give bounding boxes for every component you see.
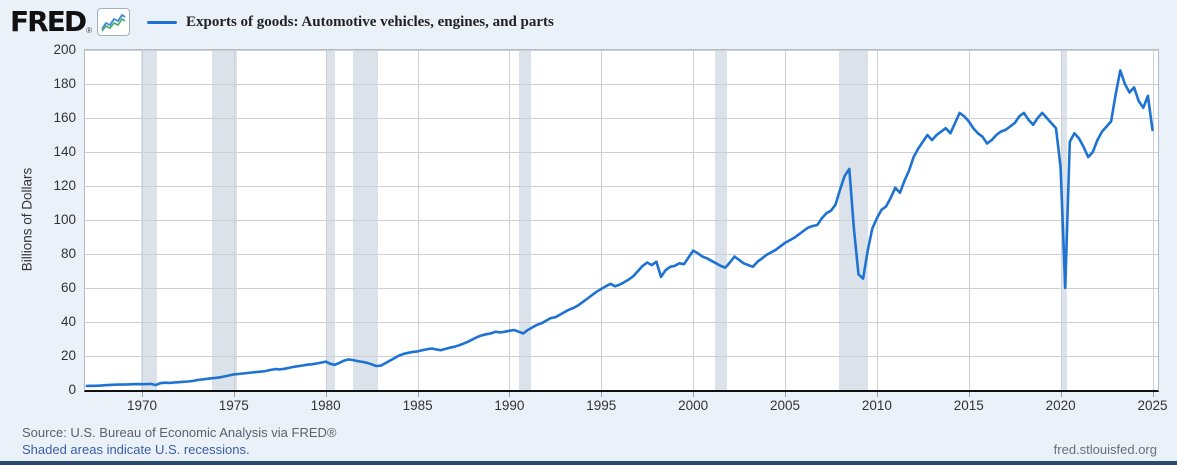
y-tick-label: 200 [53, 42, 76, 57]
x-tick-label: 2025 [1137, 398, 1168, 413]
x-tick-mark [142, 392, 143, 397]
y-tick-label: 0 [68, 382, 76, 397]
x-tick-mark [876, 392, 878, 397]
x-tick-label: 1990 [494, 398, 525, 413]
y-tick-label: 160 [53, 110, 76, 125]
y-tick-label: 40 [60, 314, 76, 329]
x-tick-mark [693, 392, 695, 397]
x-tick-label: 2000 [678, 398, 709, 413]
v-gridline [1060, 50, 1062, 390]
x-tick-mark [1152, 392, 1154, 397]
h-gridline [85, 186, 1158, 187]
y-tick-label: 180 [53, 76, 76, 91]
plot-area[interactable] [84, 49, 1159, 392]
y-tick-label: 140 [53, 144, 76, 159]
v-gridline [693, 50, 695, 390]
v-gridline [1152, 50, 1154, 390]
header: FRED ® Exports of goods: Automotive vehi… [10, 7, 554, 37]
v-gridline [968, 50, 970, 390]
h-gridline [85, 220, 1158, 221]
h-gridline [85, 152, 1158, 153]
x-tick-mark [785, 392, 786, 397]
y-tick-label: 20 [60, 348, 76, 363]
v-gridline [142, 50, 143, 390]
x-tick-label: 2015 [953, 398, 984, 413]
h-gridline [85, 118, 1158, 119]
y-tick-label: 100 [53, 212, 76, 227]
v-gridline [325, 50, 327, 390]
v-gridline [417, 50, 419, 390]
source-note: Source: U.S. Bureau of Economic Analysis… [22, 425, 337, 440]
x-tick-label: 2005 [769, 398, 801, 413]
h-gridline [85, 356, 1158, 357]
x-tick-label: 1975 [218, 398, 249, 413]
v-gridline [785, 50, 786, 390]
site-link[interactable]: fred.stlouisfed.org [1053, 442, 1157, 457]
bottom-accent-bar [0, 461, 1177, 465]
x-tick-mark [968, 392, 970, 397]
v-gridline [509, 50, 511, 390]
series-title: Exports of goods: Automotive vehicles, e… [185, 13, 554, 30]
fred-logo: FRED [10, 5, 87, 38]
y-tick-label: 80 [60, 246, 76, 261]
legend-line-swatch [146, 20, 177, 24]
x-tick-mark [325, 392, 327, 397]
x-tick-mark [601, 392, 603, 397]
h-gridline [85, 84, 1158, 85]
x-tick-label: 2020 [1045, 398, 1076, 413]
recessions-note-link[interactable]: Shaded areas indicate U.S. recessions. [22, 442, 250, 457]
h-gridline [85, 50, 1158, 51]
x-tick-label: 1995 [586, 398, 617, 413]
x-tick-label: 1985 [402, 398, 433, 413]
x-tick-mark [509, 392, 511, 397]
v-gridline [601, 50, 603, 390]
h-gridline [85, 254, 1158, 255]
x-tick-mark [1060, 392, 1062, 397]
h-gridline [85, 322, 1158, 323]
series-line [85, 69, 1154, 388]
x-tick-mark [417, 392, 419, 397]
x-tick-label: 2010 [861, 398, 892, 413]
y-tick-label: 60 [60, 280, 76, 295]
v-gridline [233, 50, 235, 390]
registered-mark: ® [86, 26, 92, 35]
x-tick-label: 1970 [126, 398, 158, 413]
fred-sparkline-icon [96, 8, 130, 36]
x-tick-mark [233, 392, 235, 397]
y-tick-label: 120 [53, 178, 76, 193]
x-tick-label: 1980 [310, 398, 341, 413]
h-gridline [85, 288, 1158, 289]
